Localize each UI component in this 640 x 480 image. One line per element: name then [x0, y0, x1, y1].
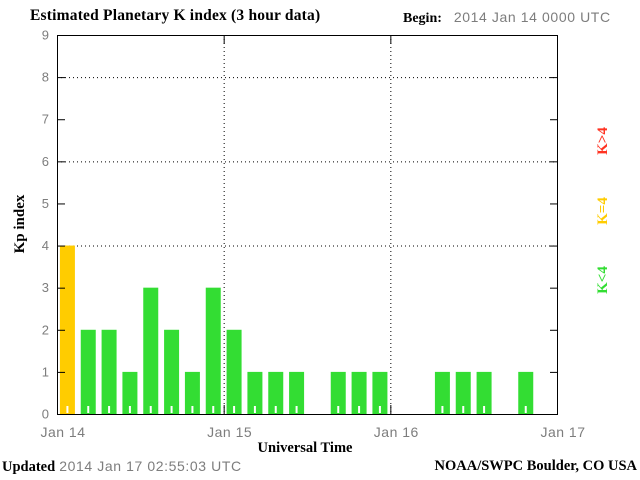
- x-minor-tick: [337, 406, 340, 413]
- kp-bar: [476, 371, 492, 414]
- kp-bar: [372, 371, 388, 414]
- kp-bar: [205, 287, 221, 414]
- x-minor-tick: [191, 406, 194, 413]
- x-minor-tick: [149, 406, 152, 413]
- kp-bar: [164, 329, 180, 414]
- kp-bar: [226, 329, 242, 414]
- legend-k-gt-4: K>4: [595, 127, 611, 155]
- y-tick-label: 3: [42, 280, 49, 295]
- x-minor-tick: [128, 406, 131, 413]
- x-minor-tick: [87, 406, 90, 413]
- kp-bar: [268, 371, 284, 414]
- x-minor-tick: [441, 406, 444, 413]
- y-tick-label: 1: [42, 364, 49, 379]
- x-day-label: Jan 14: [40, 424, 85, 440]
- kp-bar: [330, 371, 346, 414]
- chart-title: Estimated Planetary K index (3 hour data…: [30, 7, 321, 24]
- legend-k-eq-4: K=4: [595, 197, 611, 225]
- x-minor-tick: [524, 406, 527, 413]
- legend-k-lt-4: K<4: [595, 266, 611, 294]
- x-minor-tick: [358, 406, 361, 413]
- x-minor-tick: [233, 406, 236, 413]
- plot-frame: [57, 35, 558, 415]
- y-tick-label: 8: [42, 70, 49, 85]
- y-tick-label: 7: [42, 112, 49, 127]
- updated-label: Updated: [2, 459, 56, 475]
- x-minor-tick: [108, 406, 111, 413]
- x-minor-tick: [253, 406, 256, 413]
- y-tick-label: 4: [42, 238, 49, 253]
- kp-bar: [351, 371, 367, 414]
- begin-value: 2014 Jan 14 0000 UTC: [453, 9, 611, 25]
- y-tick-label: 6: [42, 154, 49, 169]
- x-axis-title: Universal Time: [257, 440, 353, 456]
- x-minor-tick: [274, 406, 277, 413]
- kp-bar: [143, 287, 159, 414]
- kp-bar: [518, 371, 534, 414]
- kp-bar: [80, 329, 96, 414]
- begin-line: Begin: 2014 Jan 14 0000 UTC: [403, 9, 611, 27]
- x-minor-tick: [483, 406, 486, 413]
- kp-bar: [122, 371, 138, 414]
- begin-label: Begin:: [403, 11, 442, 26]
- y-tick-label: 9: [42, 28, 49, 43]
- updated-value: 2014 Jan 17 02:55:03 UTC: [59, 458, 242, 474]
- y-tick-label: 5: [42, 196, 49, 211]
- y-tick-label: 0: [42, 407, 49, 422]
- x-minor-tick: [378, 406, 381, 413]
- kp-bar: [289, 371, 305, 414]
- x-minor-tick: [462, 406, 465, 413]
- kp-bar: [184, 371, 200, 414]
- kp-bar: [247, 371, 263, 414]
- updated-line: Updated 2014 Jan 17 02:55:03 UTC: [2, 458, 242, 476]
- x-minor-tick: [295, 406, 298, 413]
- kp-bar: [434, 371, 450, 414]
- y-tick-label: 2: [42, 322, 49, 337]
- x-minor-tick: [170, 406, 173, 413]
- kp-bar: [455, 371, 471, 414]
- x-day-label: Jan 17: [540, 424, 585, 440]
- x-day-label: Jan 16: [374, 424, 419, 440]
- x-minor-tick: [212, 406, 215, 413]
- x-day-label: Jan 15: [207, 424, 252, 440]
- x-minor-tick: [66, 406, 69, 413]
- kp-bar: [101, 329, 117, 414]
- source-credit: NOAA/SWPC Boulder, CO USA: [434, 458, 638, 474]
